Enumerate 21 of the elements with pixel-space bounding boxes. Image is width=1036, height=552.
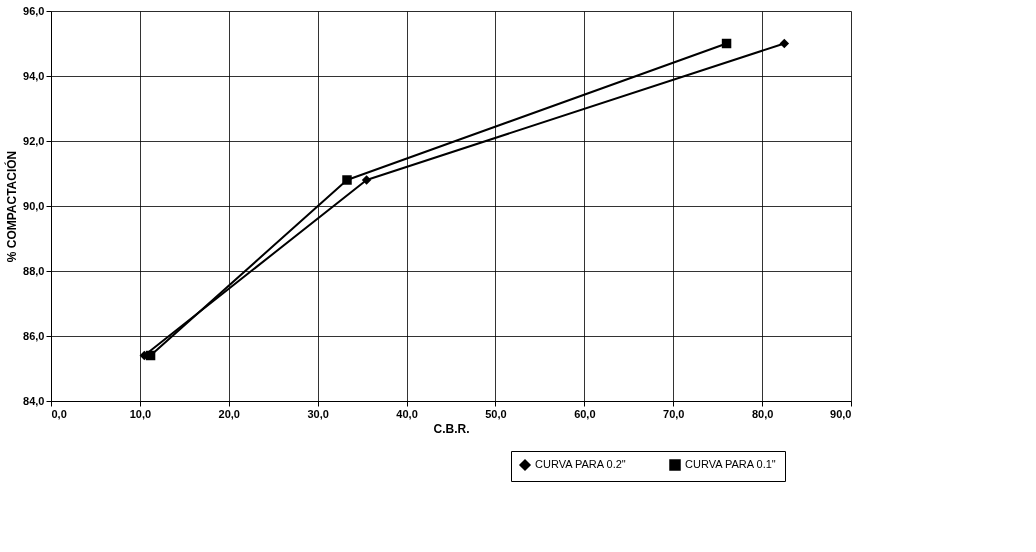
x-tick-label: 0,0 — [51, 407, 67, 420]
x-axis-title: C.B.R. — [433, 421, 470, 436]
x-tick-label: 50,0 — [485, 407, 507, 420]
x-tick-label: 10,0 — [129, 407, 152, 420]
x-tick-label: 40,0 — [396, 407, 418, 420]
y-axis-title: % COMPACTACIÓN — [4, 150, 20, 263]
x-tick-label: 20,0 — [218, 407, 240, 420]
y-tick-label: 90,0 — [23, 199, 45, 212]
y-tick-label: 88,0 — [23, 264, 45, 277]
x-tick-label: 90,0 — [830, 407, 852, 420]
y-tick-label: 92,0 — [23, 134, 45, 147]
x-tick-label: 60,0 — [574, 407, 596, 420]
y-tick-label: 86,0 — [23, 329, 45, 342]
x-tick-label: 30,0 — [307, 407, 329, 420]
x-tick-label: 80,0 — [751, 407, 774, 420]
y-tick-label: 94,0 — [23, 69, 45, 82]
y-tick-label: 96,0 — [23, 4, 45, 17]
x-tick-label: 70,0 — [663, 407, 685, 420]
y-tick-label: 84,0 — [23, 394, 45, 407]
legend-label: CURVA PARA 0.1" — [685, 458, 776, 470]
legend-label: CURVA PARA 0.2" — [535, 458, 626, 470]
